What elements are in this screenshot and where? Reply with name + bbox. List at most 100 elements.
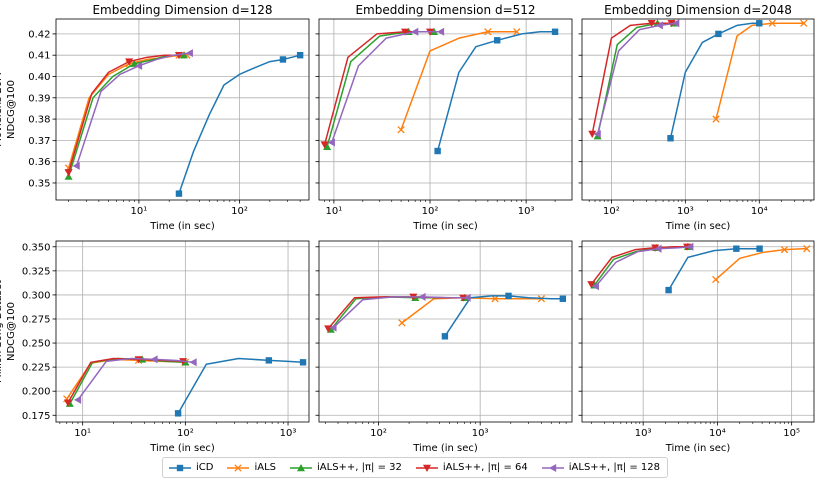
data-point-ials bbox=[712, 115, 720, 123]
x-tick-label: 10⁴ bbox=[751, 206, 768, 217]
legend-label: iCD bbox=[196, 462, 214, 473]
panel-title: Embedding Dimension d=128 bbox=[92, 3, 272, 17]
data-point-icd bbox=[299, 359, 307, 366]
data-point-ials bbox=[491, 295, 499, 303]
x-tick-label: 10² bbox=[231, 206, 248, 217]
y-tick-label: 0.40 bbox=[28, 72, 50, 83]
x-tick-label: 10³ bbox=[280, 428, 297, 439]
y-tick-label: 0.36 bbox=[28, 157, 50, 168]
panel-r0-c0: 10¹ 10² 0.35 0.36 0.37 0.38 0.39 0.40 0.41 0.42 Em… bbox=[0, 3, 310, 232]
data-point-ials bbox=[712, 275, 720, 284]
series-line-ialspp-pi-64 bbox=[67, 357, 184, 404]
y-tick-label: 0.325 bbox=[22, 266, 51, 277]
series-line-ials bbox=[715, 247, 807, 281]
panel-r0-c2: 10² 10³ 10⁴ Embedding Dimension d=2048 Time … bbox=[578, 3, 815, 232]
y-tick-label: 0.175 bbox=[22, 411, 51, 422]
data-point-ials bbox=[803, 245, 811, 253]
x-tick-label: 10³ bbox=[518, 206, 535, 217]
x-tick-label: 10¹ bbox=[74, 428, 91, 439]
x-axis-label: Time (in sec) bbox=[412, 443, 478, 454]
data-point-ials bbox=[397, 126, 405, 134]
y-tick-label: 0.225 bbox=[22, 363, 51, 374]
panel-r1-c1: 10² 10³ Time (in sec) bbox=[315, 240, 573, 454]
legend-swatch bbox=[415, 464, 438, 472]
data-point-ialspp-pi-128 bbox=[411, 27, 419, 36]
series-line-icd bbox=[667, 247, 760, 291]
y-tick-label: 0.42 bbox=[28, 29, 50, 40]
data-point-ialspp-pi-128 bbox=[655, 21, 663, 30]
y-tick-label: 0.35 bbox=[28, 178, 50, 189]
axes-frame bbox=[55, 240, 310, 423]
data-point-ialspp-pi-128 bbox=[150, 355, 158, 364]
y-axis-label: NDCG@100 bbox=[6, 80, 17, 139]
data-point-icd bbox=[667, 135, 674, 142]
x-tick-label: 10³ bbox=[472, 428, 489, 439]
x-tick-label: 10⁴ bbox=[709, 428, 726, 439]
series-line-ialspp-pi-32 bbox=[593, 246, 688, 286]
data-point-ialspp-pi-64 bbox=[588, 130, 597, 138]
data-point-icd bbox=[559, 295, 567, 302]
legend-label: iALS++, |π| = 128 bbox=[568, 462, 661, 473]
series-line-ials bbox=[66, 358, 186, 400]
data-point-ials bbox=[768, 19, 776, 27]
data-point-ialspp-pi-128 bbox=[189, 358, 197, 367]
y-tick-label: 0.39 bbox=[28, 93, 50, 104]
series-line-ialspp-pi-128 bbox=[331, 31, 441, 143]
axes-frame bbox=[581, 18, 815, 201]
series-line-ialspp-pi-32 bbox=[69, 357, 186, 405]
series-line-ials bbox=[401, 297, 542, 324]
data-point-icd bbox=[715, 30, 722, 38]
data-point-icd bbox=[175, 190, 183, 197]
x-axis-label: Time (in sec) bbox=[665, 443, 731, 454]
legend-swatch bbox=[169, 464, 191, 471]
y-tick-label: 0.37 bbox=[28, 136, 50, 147]
y-tick-label: 0.250 bbox=[22, 339, 51, 350]
series-line-ialspp-pi-64 bbox=[591, 22, 672, 135]
data-point-ialspp-pi-128 bbox=[134, 61, 143, 70]
x-axis-label: Time (in sec) bbox=[149, 221, 215, 232]
data-point-icd bbox=[279, 56, 287, 63]
legend-marker bbox=[234, 463, 243, 472]
data-point-ials bbox=[484, 28, 492, 36]
legend-marker bbox=[422, 464, 431, 472]
series-line-ialspp-pi-128 bbox=[596, 22, 677, 135]
axes-frame bbox=[55, 18, 310, 201]
legend-marker bbox=[548, 463, 556, 472]
series-line-icd bbox=[178, 54, 301, 194]
data-point-icd bbox=[665, 286, 672, 294]
data-point-ialspp-pi-128 bbox=[463, 293, 471, 302]
chart-legend: iCD iALS iALS++, |π| = 32 iALS++, |π| = 64 i… bbox=[162, 457, 668, 478]
y-tick-label: 0.41 bbox=[28, 51, 50, 62]
series-line-ialspp-pi-128 bbox=[595, 246, 691, 287]
legend-item-ials: iALS bbox=[227, 462, 276, 473]
data-point-ialspp-pi-64 bbox=[64, 169, 73, 177]
x-tick-label: 10¹ bbox=[326, 206, 343, 217]
data-point-ialspp-pi-128 bbox=[593, 129, 601, 138]
x-axis-label: Time (in sec) bbox=[412, 221, 478, 232]
data-point-ialspp-pi-64 bbox=[587, 281, 596, 289]
row-label: Million Song Dataset bbox=[0, 280, 4, 383]
series-line-icd bbox=[444, 295, 563, 337]
x-axis-label: Time (in sec) bbox=[665, 221, 731, 232]
series-line-ials bbox=[715, 22, 804, 120]
data-point-ialspp-pi-128 bbox=[329, 323, 337, 332]
data-point-icd bbox=[505, 292, 512, 300]
y-tick-label: 0.275 bbox=[22, 314, 51, 325]
data-point-icd bbox=[756, 20, 763, 27]
panel-r0-c1: 10¹ 10² 10³ Embedding Dimension d=512 Time (… bbox=[315, 3, 573, 232]
legend-label: iALS++, |π| = 32 bbox=[317, 462, 402, 473]
data-point-ials bbox=[780, 246, 789, 254]
data-point-ialspp-pi-32 bbox=[179, 51, 188, 59]
series-line-ialspp-pi-32 bbox=[326, 31, 434, 147]
series-line-ialspp-pi-64 bbox=[323, 31, 431, 145]
axes-frame bbox=[318, 240, 573, 423]
series-line-icd bbox=[177, 357, 304, 414]
x-tick-label: 10¹ bbox=[131, 206, 148, 217]
x-axis-label: Time (in sec) bbox=[149, 443, 215, 454]
data-point-ialspp-pi-128 bbox=[436, 27, 445, 36]
data-point-icd bbox=[733, 245, 740, 252]
data-point-ials bbox=[398, 319, 406, 327]
y-axis-label: NDCG@100 bbox=[6, 302, 17, 361]
y-tick-label: 0.38 bbox=[28, 115, 50, 126]
data-point-ialspp-pi-128 bbox=[418, 292, 426, 301]
